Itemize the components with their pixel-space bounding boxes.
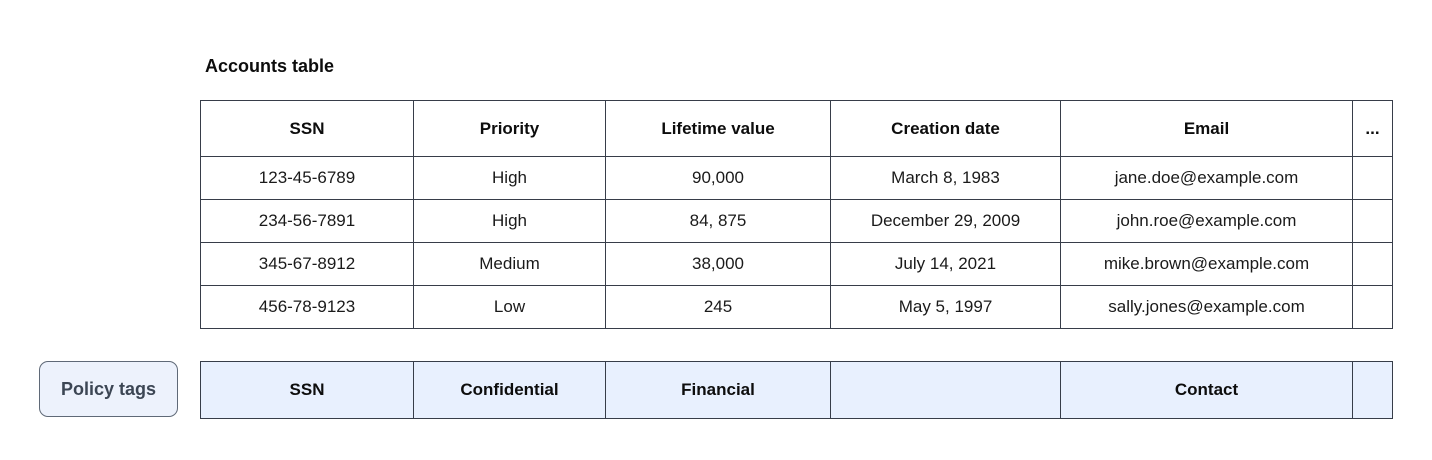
- cell-email: sally.jones@example.com: [1060, 285, 1353, 329]
- table-row: 234-56-7891 High 84, 875 December 29, 20…: [200, 199, 1393, 243]
- column-header-lifetime-value: Lifetime value: [605, 100, 831, 157]
- table-title: Accounts table: [205, 56, 335, 76]
- header-row: SSN Priority Lifetime value Creation dat…: [200, 100, 1393, 157]
- table-row: 345-67-8912 Medium 38,000 July 14, 2021 …: [200, 242, 1393, 286]
- table-row: 456-78-9123 Low 245 May 5, 1997 sally.jo…: [200, 285, 1393, 329]
- cell-priority: Low: [413, 285, 606, 329]
- cell-creation-date: July 14, 2021: [830, 242, 1061, 286]
- accounts-table: SSN Priority Lifetime value Creation dat…: [200, 100, 1393, 329]
- cell-ssn: 234-56-7891: [200, 199, 414, 243]
- policy-tag-confidential: Confidential: [413, 361, 606, 419]
- column-header-more: ...: [1352, 100, 1393, 157]
- cell-priority: High: [413, 199, 606, 243]
- cell-email: mike.brown@example.com: [1060, 242, 1353, 286]
- cell-lifetime-value: 84, 875: [605, 199, 831, 243]
- column-header-creation-date: Creation date: [830, 100, 1061, 157]
- cell-lifetime-value: 245: [605, 285, 831, 329]
- cell-more: [1352, 242, 1393, 286]
- cell-more: [1352, 285, 1393, 329]
- table-row: 123-45-6789 High 90,000 March 8, 1983 ja…: [200, 156, 1393, 200]
- policy-tag-ssn: SSN: [200, 361, 414, 419]
- policy-tags-label: Policy tags: [39, 361, 178, 417]
- policy-tags-row: SSN Confidential Financial Contact: [200, 361, 1393, 419]
- policy-tag-contact: Contact: [1060, 361, 1353, 419]
- cell-email: jane.doe@example.com: [1060, 156, 1353, 200]
- column-header-email: Email: [1060, 100, 1353, 157]
- cell-ssn: 456-78-9123: [200, 285, 414, 329]
- cell-creation-date: May 5, 1997: [830, 285, 1061, 329]
- cell-lifetime-value: 38,000: [605, 242, 831, 286]
- column-header-ssn: SSN: [200, 100, 414, 157]
- cell-ssn: 123-45-6789: [200, 156, 414, 200]
- cell-creation-date: December 29, 2009: [830, 199, 1061, 243]
- cell-more: [1352, 199, 1393, 243]
- cell-creation-date: March 8, 1983: [830, 156, 1061, 200]
- policy-tag-financial: Financial: [605, 361, 831, 419]
- cell-more: [1352, 156, 1393, 200]
- cell-priority: High: [413, 156, 606, 200]
- cell-ssn: 345-67-8912: [200, 242, 414, 286]
- cell-priority: Medium: [413, 242, 606, 286]
- column-header-priority: Priority: [413, 100, 606, 157]
- cell-lifetime-value: 90,000: [605, 156, 831, 200]
- cell-email: john.roe@example.com: [1060, 199, 1353, 243]
- policy-tag-empty-more: [1352, 361, 1393, 419]
- policy-tag-empty: [830, 361, 1061, 419]
